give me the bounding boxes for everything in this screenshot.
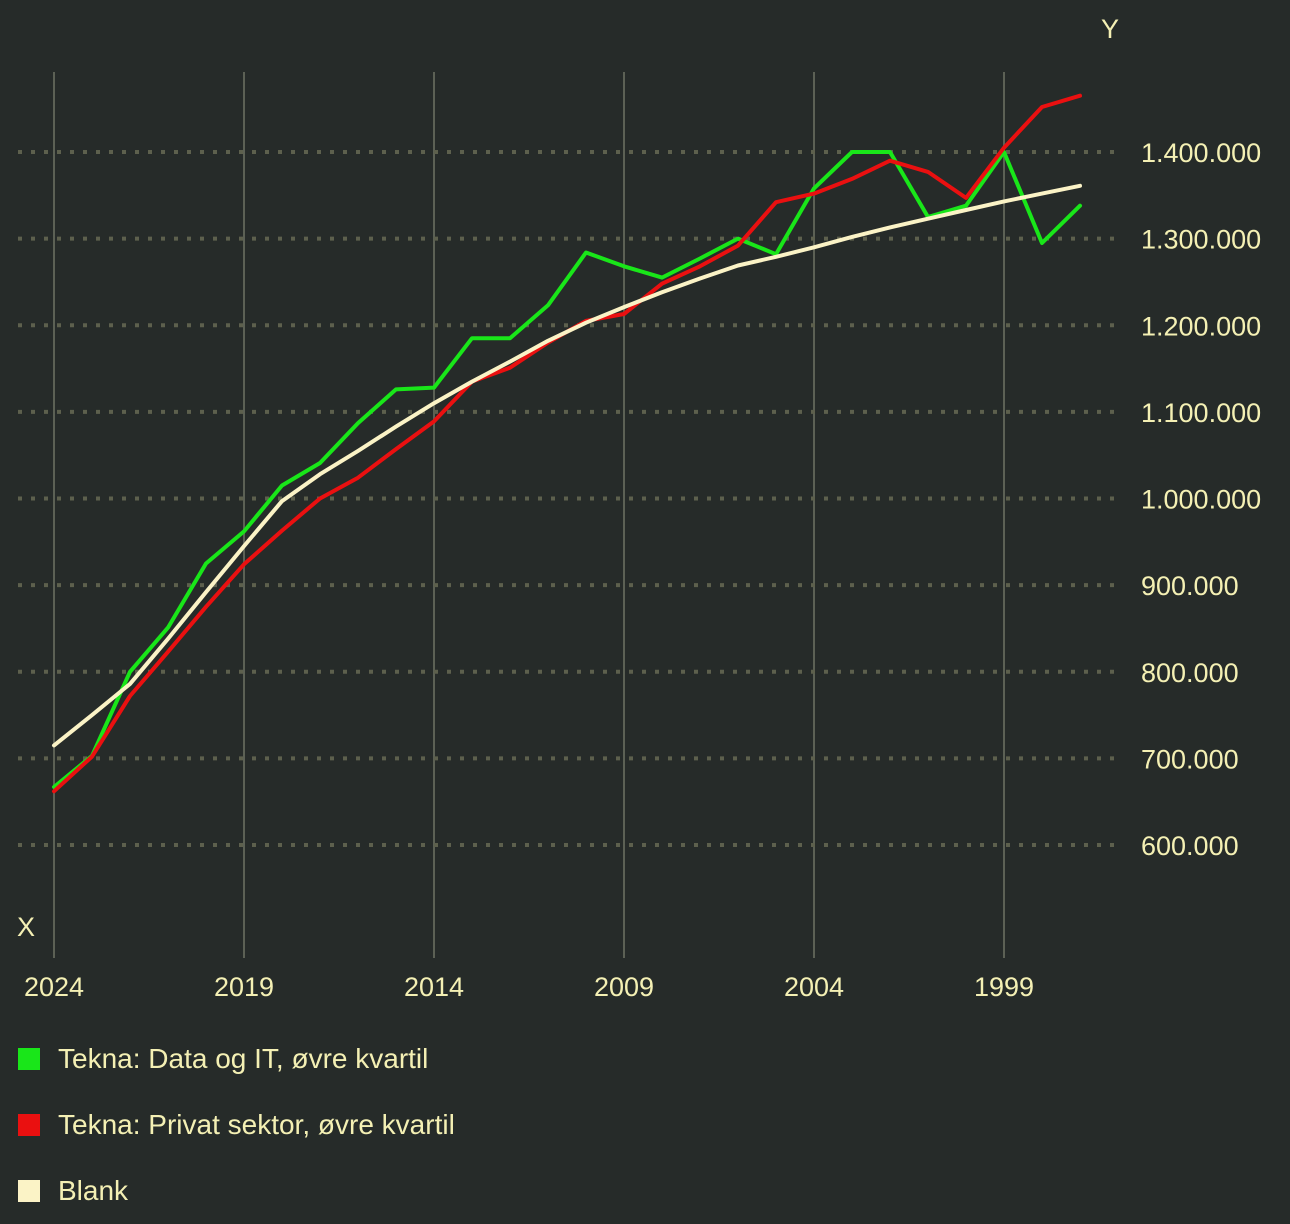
legend-swatch xyxy=(18,1180,40,1202)
y-tick-labels: 600.000 700.000 800.000 900.000 1.000.000 1.1… xyxy=(1141,138,1261,861)
x-tick-label: 2004 xyxy=(784,972,844,1002)
x-gridlines xyxy=(53,72,1005,958)
series-line-2 xyxy=(52,93,1082,794)
y-tick-label: 1.000.000 xyxy=(1141,485,1261,515)
x-tick-label: 2024 xyxy=(24,972,84,1002)
y-tick-label: 600.000 xyxy=(1141,831,1239,861)
x-tick-label: 1999 xyxy=(974,972,1034,1002)
x-tick-label: 2019 xyxy=(214,972,274,1002)
x-tick-labels: 2024 2019 2014 2009 2004 1999 xyxy=(24,972,1034,1002)
series-line-3 xyxy=(52,183,1082,748)
y-gridlines xyxy=(18,150,1120,847)
y-tick-label: 900.000 xyxy=(1141,571,1239,601)
legend: Tekna: Data og IT, øvre kvartil Tekna: Pr… xyxy=(18,1026,455,1224)
line-chart: 600.000 700.000 800.000 900.000 1.000.000 1.1… xyxy=(17,14,1261,1002)
x-tick-label: 2009 xyxy=(594,972,654,1002)
x-axis-label: X xyxy=(17,912,35,942)
legend-item: Tekna: Data og IT, øvre kvartil xyxy=(18,1026,455,1092)
y-tick-label: 1.300.000 xyxy=(1141,225,1261,255)
y-tick-label: 1.400.000 xyxy=(1141,138,1261,168)
legend-item: Blank xyxy=(18,1158,455,1224)
x-tick-label: 2014 xyxy=(404,972,464,1002)
series-lines xyxy=(52,93,1082,794)
legend-swatch xyxy=(18,1114,40,1136)
series-line-1 xyxy=(52,150,1082,789)
y-tick-label: 1.200.000 xyxy=(1141,311,1261,341)
legend-label: Blank xyxy=(58,1175,129,1206)
y-tick-label: 700.000 xyxy=(1141,744,1239,774)
legend-label: Tekna: Data og IT, øvre kvartil xyxy=(58,1043,429,1074)
y-tick-label: 1.100.000 xyxy=(1141,398,1261,428)
y-axis-label: Y xyxy=(1101,14,1119,44)
legend-swatch xyxy=(18,1048,40,1070)
y-tick-label: 800.000 xyxy=(1141,658,1239,688)
legend-label: Tekna: Privat sektor, øvre kvartil xyxy=(58,1109,455,1140)
legend-item: Tekna: Privat sektor, øvre kvartil xyxy=(18,1092,455,1158)
